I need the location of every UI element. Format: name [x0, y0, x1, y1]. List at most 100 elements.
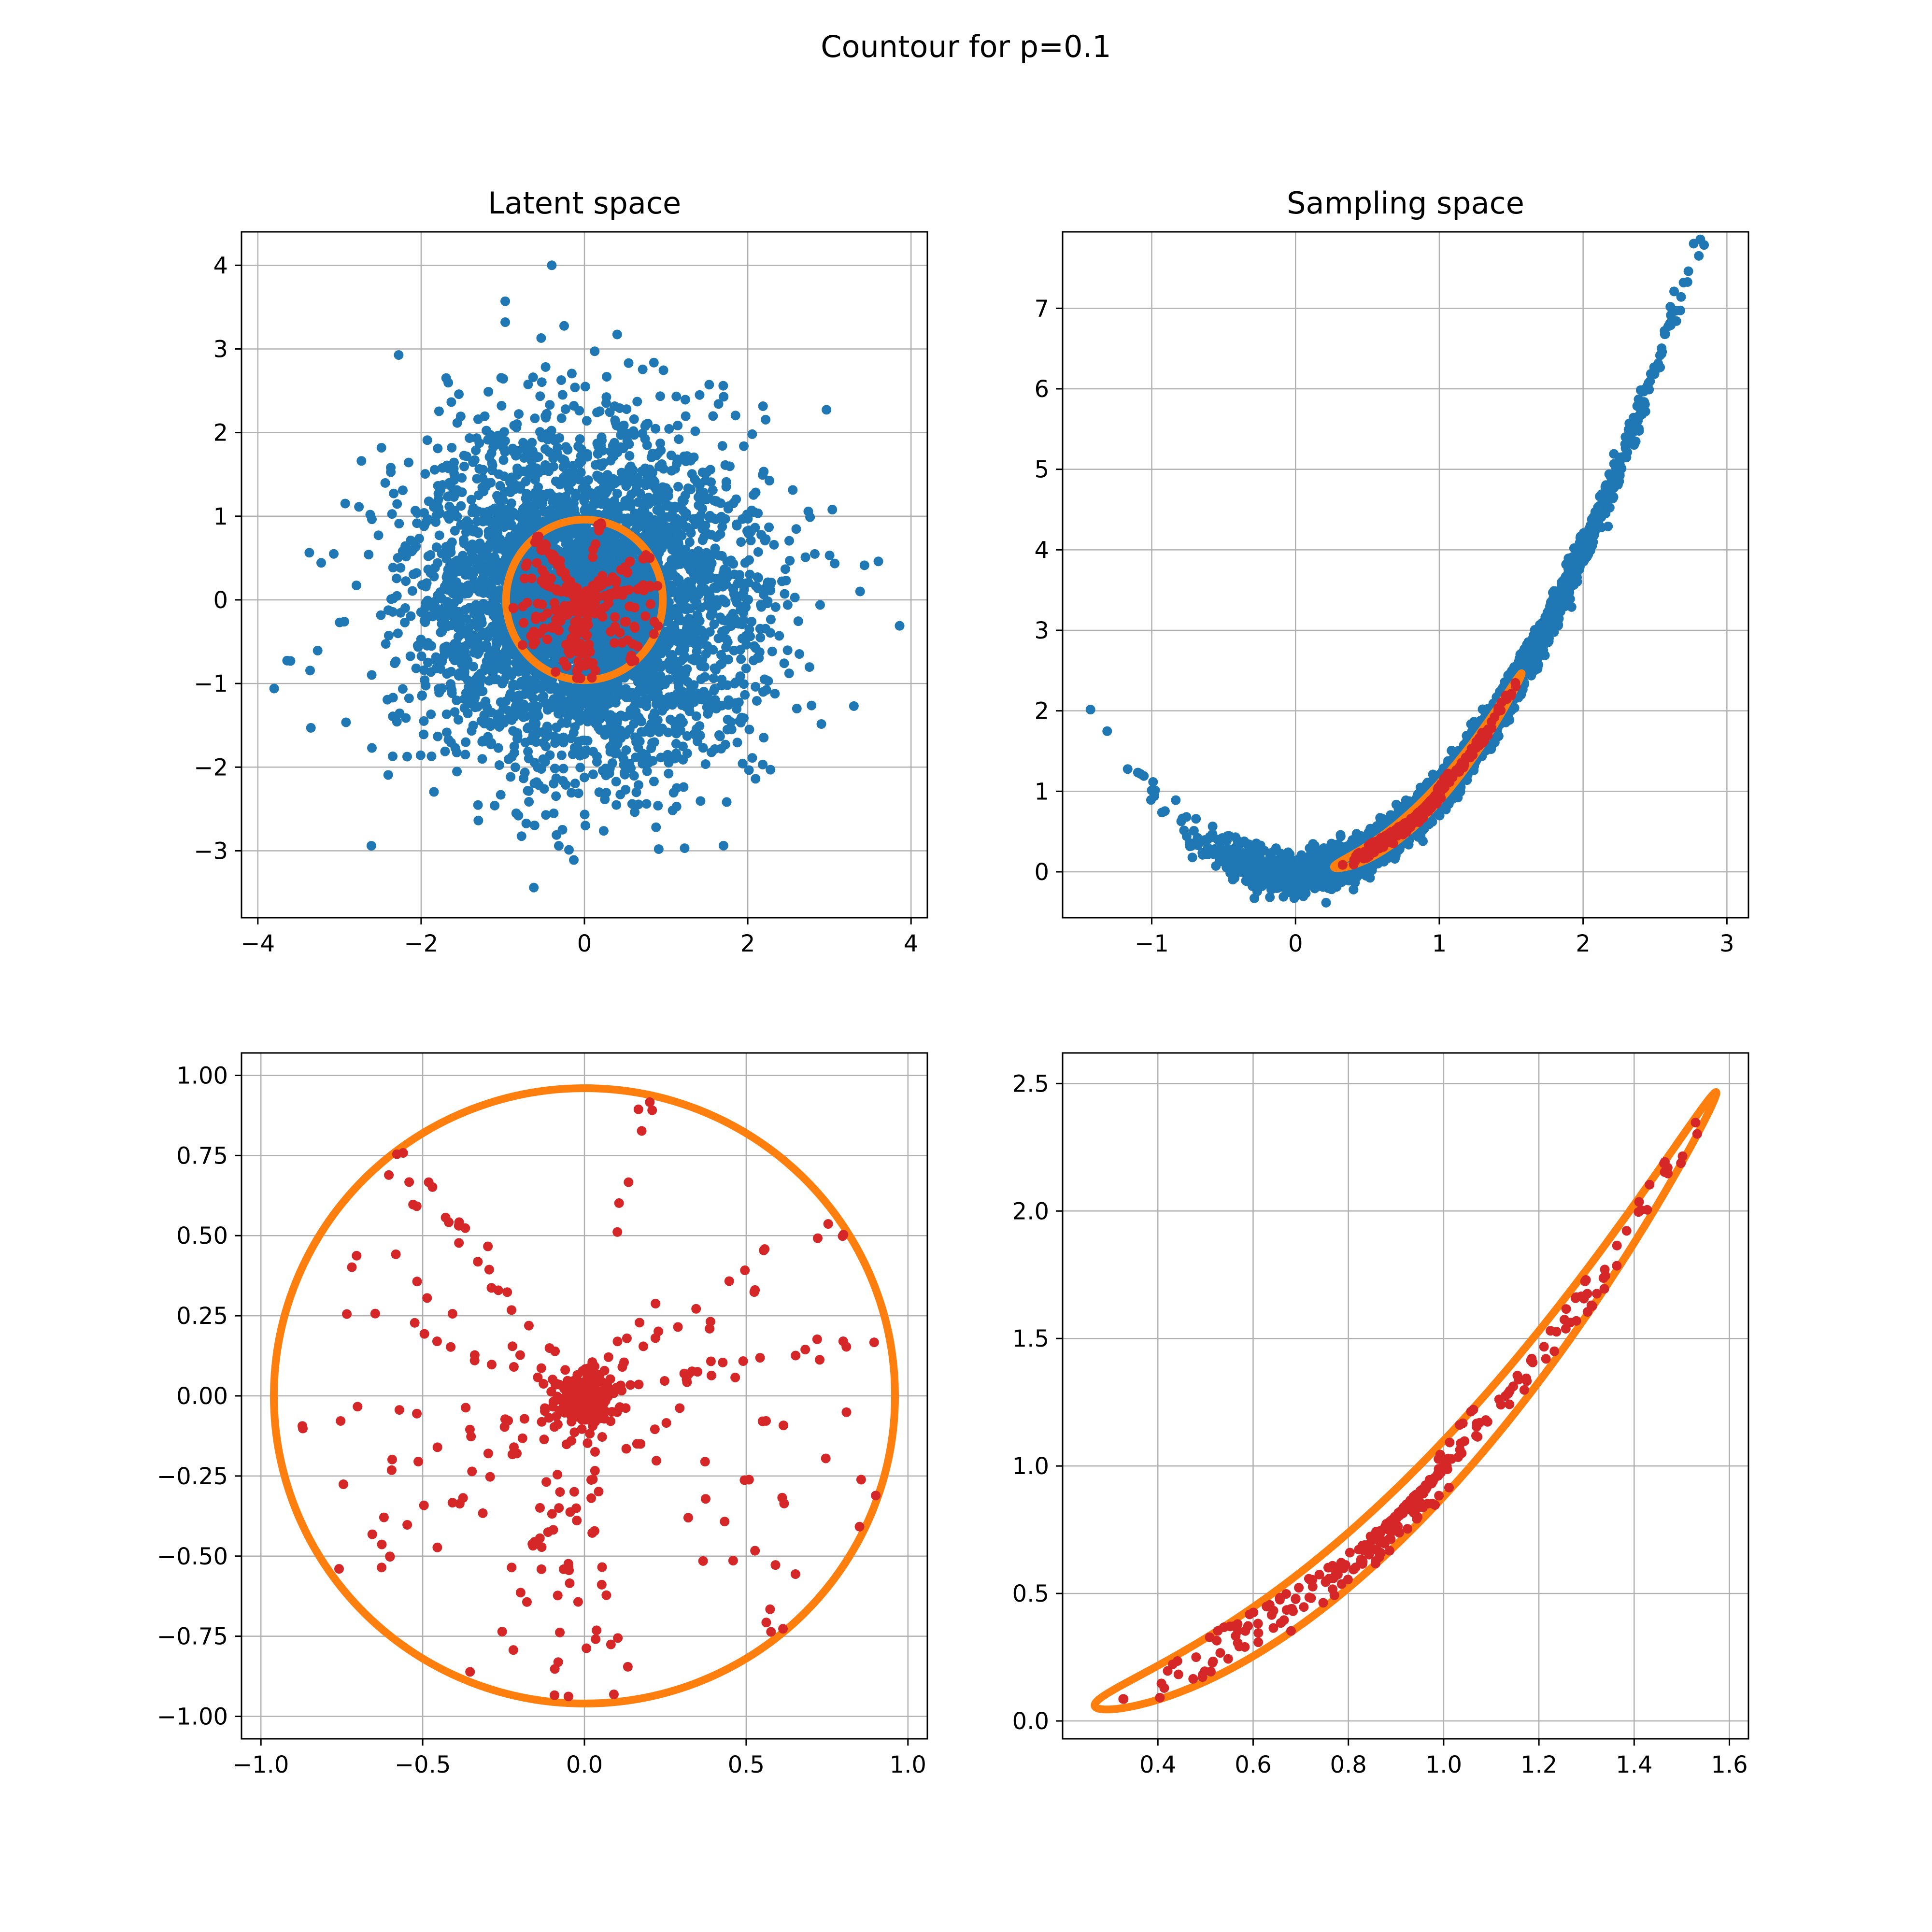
latent-point [483, 543, 493, 554]
latent-point [670, 522, 681, 532]
latent-point [446, 682, 456, 692]
latent-point [446, 572, 456, 582]
latent-point [411, 541, 421, 551]
latent-point [602, 562, 612, 572]
latent-point [434, 406, 444, 416]
latent-point [451, 488, 461, 498]
latent-point [545, 750, 555, 760]
latent-point [531, 719, 541, 729]
latent-point [686, 484, 696, 495]
latent-point [508, 447, 518, 457]
latent-point [354, 502, 364, 512]
latent-point [717, 700, 727, 710]
latent-point [668, 650, 678, 660]
latent-point [454, 715, 464, 725]
latent-point [530, 413, 540, 424]
latent-point [547, 260, 557, 270]
latent-point [388, 693, 398, 703]
latent-point [711, 573, 721, 583]
latent-point [664, 424, 674, 434]
latent-point [640, 480, 651, 490]
sample-point [518, 601, 528, 611]
latent-point [741, 639, 752, 650]
latent-point [680, 843, 690, 853]
latent-point [523, 447, 533, 457]
latent-point [630, 807, 640, 817]
sample-point [603, 577, 613, 587]
latent-point [696, 796, 706, 806]
sample-point [542, 581, 553, 591]
latent-point [784, 668, 794, 679]
latent-point [721, 482, 731, 492]
sample-point [591, 539, 601, 549]
latent-point [574, 474, 584, 484]
sample-point [578, 649, 588, 659]
latent-point [531, 777, 541, 787]
latent-point [380, 478, 390, 488]
latent-point [689, 590, 699, 600]
latent-point [398, 684, 408, 694]
latent-point [528, 586, 539, 596]
latent-point [627, 799, 637, 809]
latent-point [739, 679, 749, 689]
latent-point [367, 743, 377, 753]
latent-point [468, 721, 478, 731]
latent-point [655, 438, 666, 448]
latent-point [509, 748, 519, 758]
latent-point [583, 708, 593, 718]
latent-point [440, 746, 450, 756]
latent-point [478, 598, 488, 609]
latent-point [580, 810, 590, 820]
latent-point [529, 882, 539, 893]
latent-point [449, 457, 459, 468]
latent-point [443, 492, 453, 502]
latent-point [555, 494, 565, 504]
latent-point [579, 772, 589, 782]
latent-point [410, 506, 420, 516]
latent-point [643, 681, 653, 691]
latent-point [491, 611, 501, 621]
latent-point [306, 723, 316, 733]
latent-point [699, 686, 709, 696]
latent-point [499, 471, 509, 482]
latent-point [766, 765, 776, 775]
sample-point [593, 520, 603, 530]
latent-point [509, 421, 519, 431]
latent-point [574, 526, 584, 536]
latent-point [616, 541, 626, 551]
latent-point [364, 550, 374, 560]
latent-point [654, 659, 665, 669]
latent-point [615, 789, 625, 799]
latent-point [708, 608, 718, 618]
latent-point [759, 589, 769, 599]
latent-point [713, 399, 724, 409]
figure-suptitle: Countour for p=0.1 [821, 29, 1111, 64]
latent-point [422, 640, 432, 651]
latent-point [610, 415, 620, 426]
latent-point [329, 549, 339, 559]
latent-point [758, 759, 768, 769]
latent-point [431, 664, 441, 674]
latent-point [708, 645, 718, 655]
latent-point [691, 519, 701, 529]
x-tick-label: −4 [241, 930, 275, 957]
latent-point [632, 397, 642, 407]
latent-point [441, 709, 452, 719]
latent-point [436, 627, 446, 638]
latent-point [502, 657, 512, 667]
sample-point [533, 598, 543, 609]
latent-point [679, 451, 689, 461]
latent-point [631, 787, 641, 797]
latent-point [542, 722, 552, 732]
latent-point [496, 544, 506, 554]
latent-point [765, 628, 775, 638]
latent-point [616, 551, 626, 561]
latent-point [533, 498, 543, 508]
latent-point [736, 654, 746, 664]
latent-point [401, 552, 411, 562]
sample-point [614, 586, 625, 596]
latent-point [564, 845, 574, 855]
latent-point [419, 508, 429, 518]
latent-point [721, 566, 731, 576]
sample-point [610, 622, 620, 632]
